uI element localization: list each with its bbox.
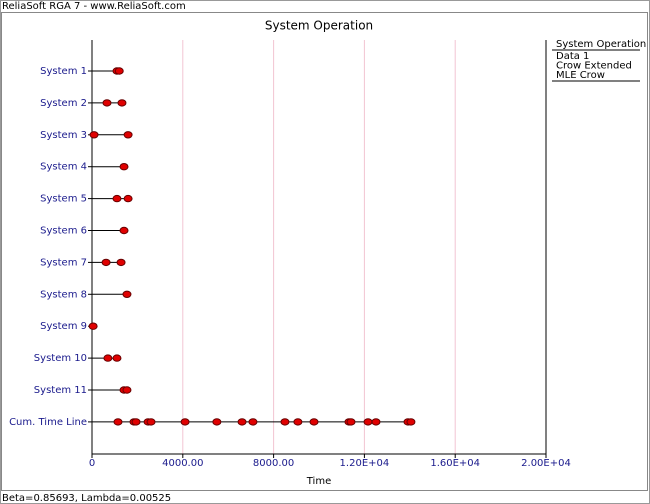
failure-point: [119, 226, 129, 235]
failure-point: [280, 418, 290, 426]
window-title: ReliaSoft RGA 7 - www.ReliaSoft.com: [2, 1, 186, 12]
failure-point: [131, 418, 141, 426]
y-tick-label: System 5: [40, 194, 87, 205]
y-tick-label: System 8: [40, 289, 87, 300]
failure-point: [237, 418, 247, 426]
failure-point: [293, 418, 303, 426]
y-tick-label: System 9: [40, 321, 87, 332]
x-tick-label: 0: [89, 458, 95, 469]
failure-point: [113, 418, 123, 426]
chart-frame: [1, 12, 648, 491]
status-text: Beta=0.85693, Lambda=0.00525: [2, 493, 171, 504]
failure-point: [363, 418, 373, 426]
failure-point: [123, 194, 133, 203]
legend-item: Crow Extended: [556, 61, 632, 72]
failure-point: [309, 418, 319, 426]
y-tick-label: System 4: [40, 162, 87, 173]
failure-point: [112, 354, 122, 362]
failure-point: [102, 99, 112, 107]
failure-point: [101, 258, 111, 267]
failure-point: [116, 258, 126, 267]
failure-point: [212, 418, 222, 426]
failure-point: [119, 163, 129, 171]
x-axis-label: Time: [306, 476, 331, 487]
failure-point: [371, 418, 381, 426]
y-tick-label: System 10: [34, 353, 87, 364]
x-tick-label: 1.60E+04: [430, 458, 480, 469]
failure-point: [122, 386, 132, 394]
failure-point: [103, 354, 113, 362]
failure-point: [146, 418, 156, 426]
legend-item: Data 1: [556, 51, 589, 62]
failure-point: [112, 194, 122, 203]
legend-title: System Operation: [556, 39, 646, 50]
y-tick-label: System 6: [40, 226, 87, 237]
x-tick-label: 4000.00: [162, 458, 203, 469]
y-tick-label: System 7: [40, 257, 87, 268]
failure-point: [88, 322, 98, 330]
x-tick-label: 8000.00: [253, 458, 294, 469]
failure-point: [89, 131, 99, 139]
failure-point: [180, 418, 190, 426]
y-tick-label: System 11: [34, 385, 87, 396]
failure-point: [117, 99, 127, 107]
y-tick-label: System 1: [40, 66, 87, 77]
failure-point: [346, 418, 356, 426]
failure-point: [406, 418, 416, 426]
y-tick-label: Cum. Time Line: [9, 417, 87, 428]
failure-point: [122, 290, 132, 298]
y-tick-label: System 3: [40, 130, 87, 141]
y-tick-label: System 2: [40, 98, 87, 109]
chart-title: System Operation: [265, 19, 373, 33]
failure-point: [123, 131, 133, 139]
legend-item: MLE Crow: [556, 70, 605, 81]
failure-point: [248, 418, 258, 426]
x-tick-label: 1.20E+04: [340, 458, 390, 469]
failure-point: [114, 67, 124, 75]
x-tick-label: 2.00E+04: [521, 458, 571, 469]
